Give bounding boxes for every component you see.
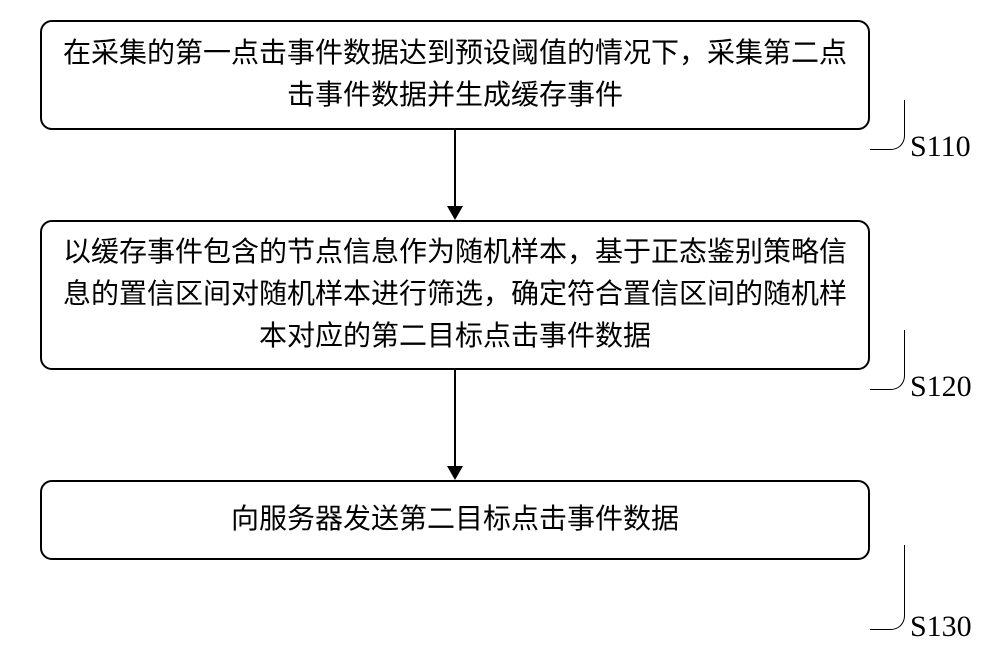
arrow-head-2 — [447, 466, 463, 480]
node-text: 向服务器发送第二目标点击事件数据 — [231, 499, 679, 541]
step-label-s130: S130 — [910, 610, 972, 644]
node-text: 在采集的第一点击事件数据达到预设阈值的情况下，采集第二点击事件数据并生成缓存事件 — [62, 33, 848, 117]
step-label-s110: S110 — [910, 130, 971, 164]
flow-node-s120: 以缓存事件包含的节点信息作为随机样本，基于正态鉴别策略信息的置信区间对随机样本进… — [40, 220, 870, 370]
label-connector-s110 — [870, 100, 905, 150]
flow-node-s110: 在采集的第一点击事件数据达到预设阈值的情况下，采集第二点击事件数据并生成缓存事件 — [40, 20, 870, 130]
arrow-line-2 — [454, 370, 456, 466]
label-connector-s120 — [870, 330, 905, 390]
arrow-head-1 — [447, 206, 463, 220]
label-connector-s130 — [870, 545, 905, 630]
arrow-line-1 — [454, 130, 456, 206]
step-label-s120: S120 — [910, 370, 972, 404]
node-text: 以缓存事件包含的节点信息作为随机样本，基于正态鉴别策略信息的置信区间对随机样本进… — [62, 232, 848, 358]
flow-node-s130: 向服务器发送第二目标点击事件数据 — [40, 480, 870, 560]
